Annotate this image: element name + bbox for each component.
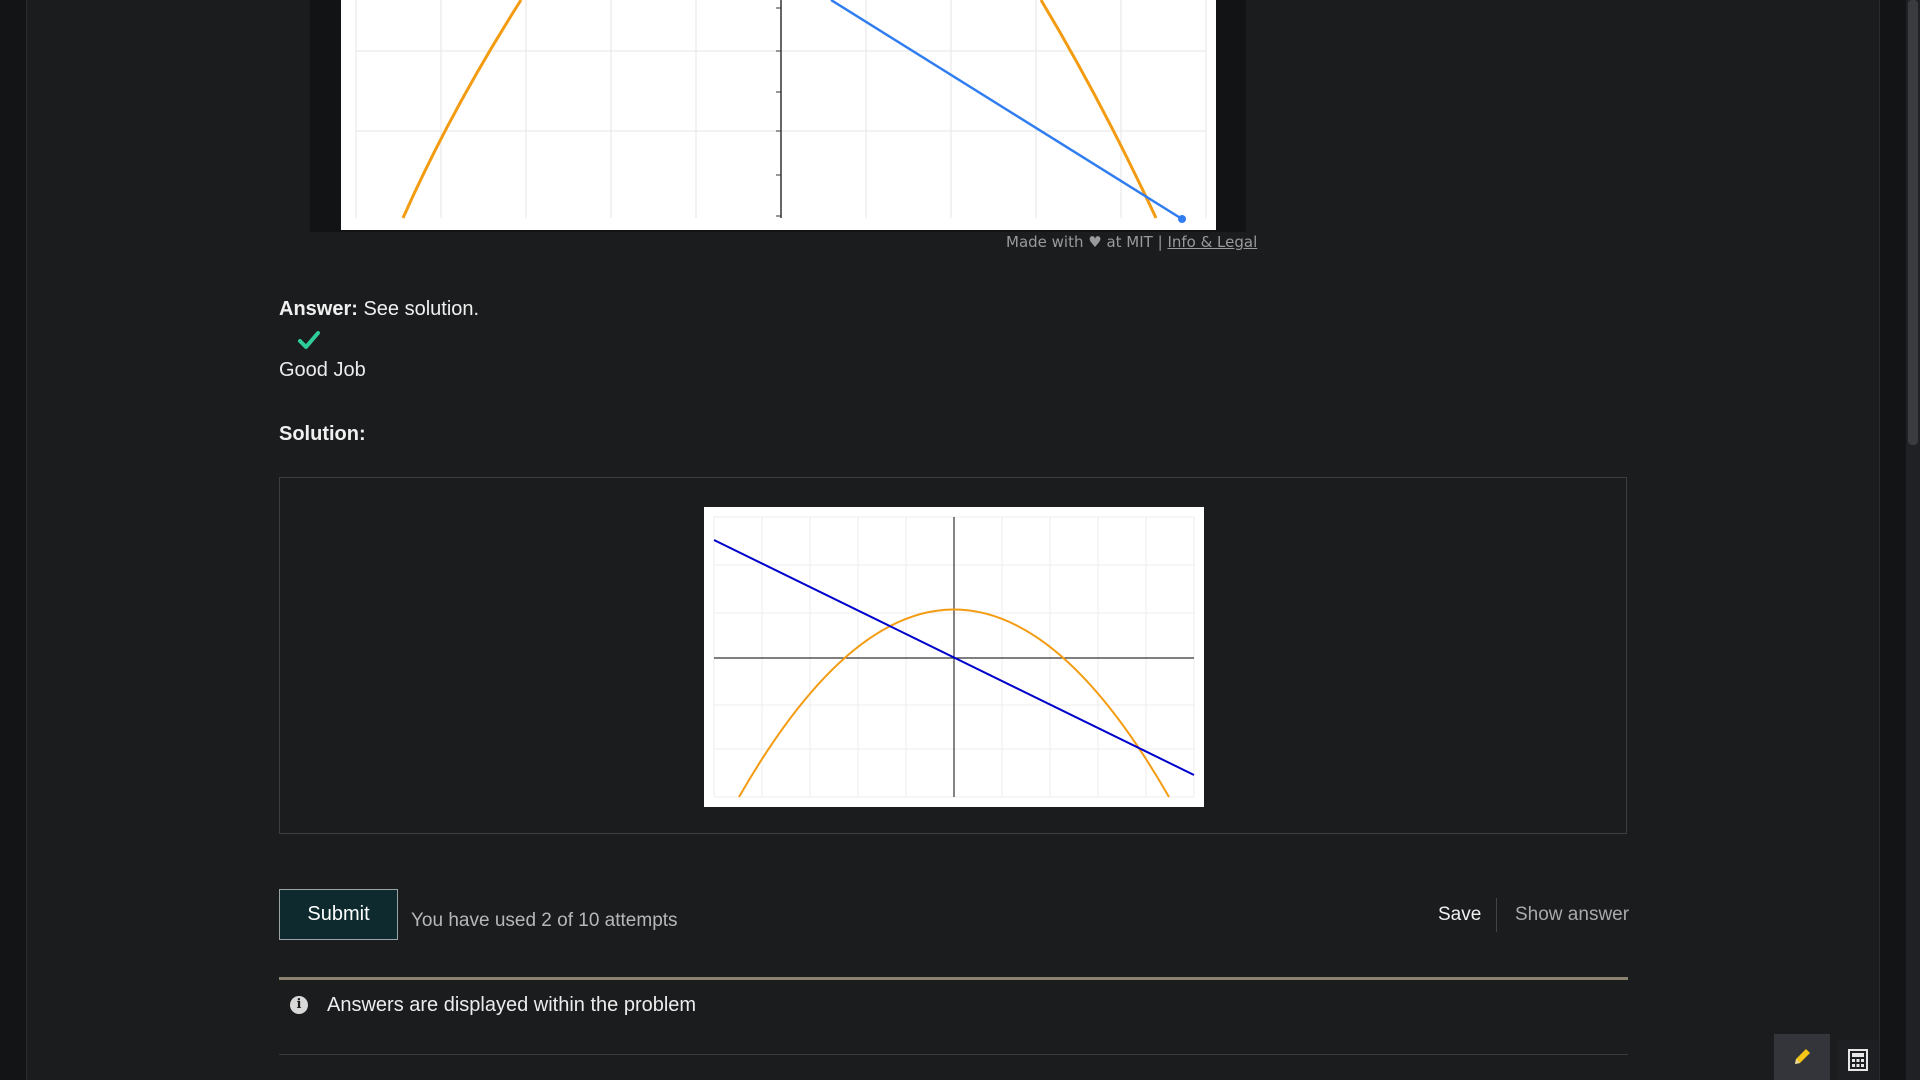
- solution-graph-image: [704, 507, 1204, 807]
- notification-top-border: [279, 977, 1628, 980]
- notes-button[interactable]: [1774, 1034, 1830, 1080]
- feedback-message: Good Job: [279, 359, 366, 381]
- graph-credits: Made with ♥ at MIT | Info & Legal: [1006, 233, 1257, 251]
- pencil-icon: [1795, 1049, 1810, 1064]
- solution-title: Solution:: [279, 423, 366, 445]
- scrollbar-thumb[interactable]: [1908, 0, 1918, 445]
- credits-text: Made with ♥ at MIT |: [1006, 233, 1163, 251]
- solution-graph-canvas: [713, 516, 1195, 798]
- answer-line: Answer: See solution.: [279, 298, 479, 321]
- check-icon: [298, 331, 320, 349]
- calculator-button[interactable]: [1838, 1040, 1878, 1080]
- parabola-curve-right: [1039, 0, 1158, 219]
- line-segment[interactable]: [830, 0, 1183, 221]
- line-endpoint-handle[interactable]: [1178, 215, 1186, 223]
- notification-text: Answers are displayed within the problem: [327, 994, 697, 1016]
- solution-box: [279, 477, 1627, 834]
- show-answer-button[interactable]: Show answer: [1515, 904, 1630, 925]
- calculator-icon: [1848, 1049, 1868, 1071]
- info-legal-link[interactable]: Info & Legal: [1167, 233, 1258, 251]
- left-rail: [0, 0, 27, 1080]
- scrollbar[interactable]: [1906, 0, 1920, 1080]
- interactive-graph[interactable]: [341, 0, 1216, 230]
- solution-line: [713, 539, 1195, 776]
- solution-parabola: [738, 608, 1170, 798]
- action-divider: [1496, 898, 1497, 932]
- answer-label: Answer:: [279, 298, 358, 320]
- info-icon: i: [290, 996, 308, 1014]
- submit-button[interactable]: Submit: [279, 889, 398, 940]
- answer-text: See solution.: [363, 298, 480, 320]
- parabola-curve-left: [401, 0, 523, 219]
- attempts-counter: You have used 2 of 10 attempts: [411, 910, 678, 931]
- notification-bottom-border: [279, 1054, 1628, 1055]
- save-button[interactable]: Save: [1438, 904, 1482, 925]
- interactive-graph-canvas[interactable]: [341, 0, 1216, 230]
